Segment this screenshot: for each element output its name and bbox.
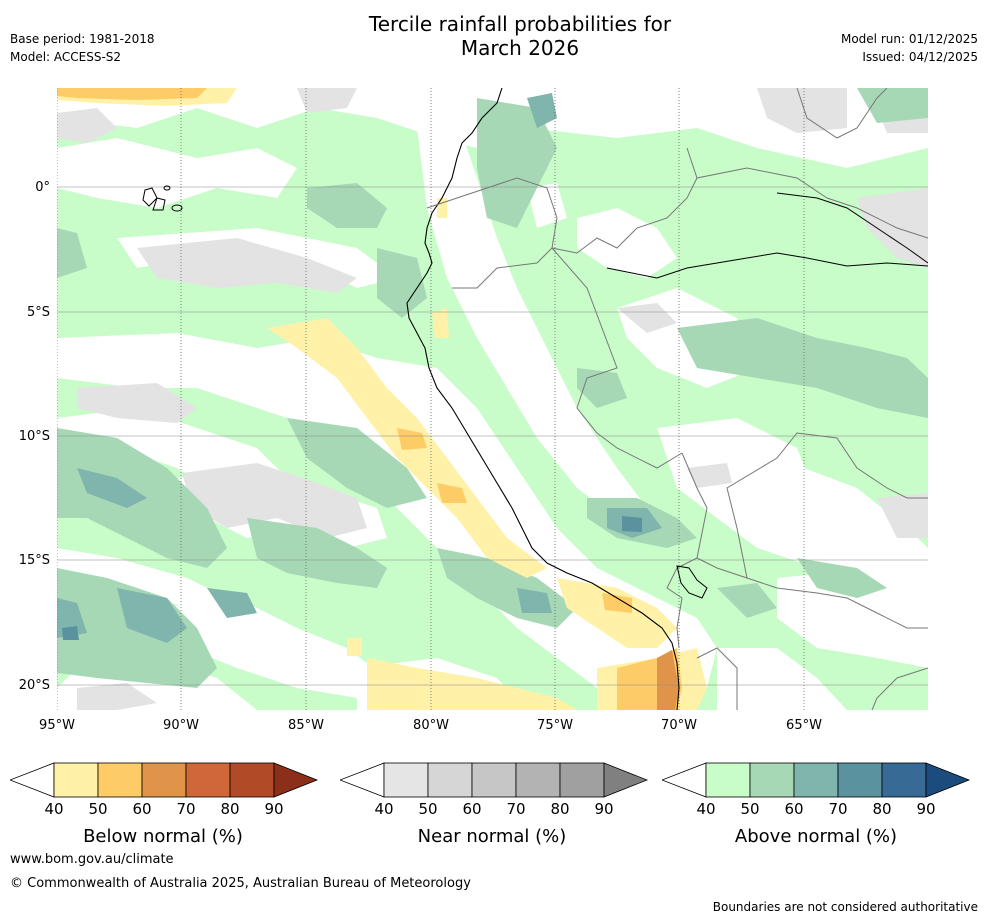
lake-titicaca	[676, 565, 708, 599]
colorbar-below-normal	[10, 762, 319, 798]
model-run: Model run: 01/12/2025	[840, 32, 978, 46]
tick-label: 90	[264, 800, 284, 818]
lon-label-70w: 70°W	[661, 718, 697, 733]
colorbar-below-normal-segment-3	[141, 762, 187, 798]
colorbar-below-normal-low-arrow	[10, 762, 55, 798]
lat-label-10s: 10°S	[18, 429, 50, 444]
above-normal-50-60-regions	[57, 88, 928, 688]
colorbar-above-normal-segment-4	[837, 762, 883, 798]
lat-label-20s: 20°S	[18, 678, 50, 693]
colorbar-near-normal-low-arrow	[340, 762, 385, 798]
model-name: Model: ACCESS-S2	[10, 50, 122, 64]
lat-label-5s: 5°S	[26, 305, 50, 320]
lon-label-80w: 80°W	[413, 718, 449, 733]
lat-label-15s: 15°S	[18, 553, 50, 568]
rio-negro-river	[776, 192, 928, 264]
coastline	[406, 88, 680, 710]
colorbar-near-normal	[340, 762, 649, 798]
graticule	[57, 186, 928, 686]
tick-label: 50	[418, 800, 438, 818]
title-line-1: Tercile rainfall probabilities for	[368, 12, 672, 36]
tick-label: 70	[828, 800, 848, 818]
colorbar-above-normal-high-arrow	[925, 762, 971, 798]
tick-label: 90	[916, 800, 936, 818]
tick-label: 40	[374, 800, 394, 818]
tick-label: 70	[176, 800, 196, 818]
tick-label: 40	[696, 800, 716, 818]
disclaimer-text: Boundaries are not considered authoritat…	[712, 900, 978, 914]
website-link[interactable]: www.bom.gov.au/climate	[10, 852, 174, 867]
tick-label: 80	[872, 800, 892, 818]
copyright-text: © Commonwealth of Australia 2025, Austra…	[10, 876, 471, 891]
tick-label: 60	[132, 800, 152, 818]
tick-label: 80	[550, 800, 570, 818]
colorbar-near-normal-high-arrow	[603, 762, 649, 798]
colorbar-above-normal-title: Above normal (%)	[734, 826, 898, 847]
meta-right: Model run: 01/12/2025 Issued: 04/12/2025	[841, 30, 978, 66]
colorbar-below-normal-title: Below normal (%)	[83, 826, 243, 847]
colorbar-below-normal-segment-5	[229, 762, 275, 798]
tick-label: 90	[594, 800, 614, 818]
title-line-2: March 2026	[460, 36, 580, 60]
colorbar-near-normal-segment-5	[559, 762, 605, 798]
tick-label: 60	[462, 800, 482, 818]
colorbar-above-normal	[662, 762, 971, 798]
tick-label: 50	[740, 800, 760, 818]
lon-label-85w: 85°W	[288, 718, 324, 733]
chart-title: Tercile rainfall probabilities for March…	[0, 12, 988, 60]
lon-label-95w: 95°W	[39, 718, 75, 733]
country-boundaries	[426, 88, 928, 710]
tick-label: 40	[44, 800, 64, 818]
colorbar-above-normal-segment-3	[793, 762, 839, 798]
base-period: Base period: 1981-2018	[10, 32, 155, 46]
colorbar-near-normal-segment-3	[471, 762, 517, 798]
colorbar-below-normal-high-arrow	[273, 762, 319, 798]
lon-label-75w: 75°W	[537, 718, 573, 733]
lat-label-0: 0°	[35, 180, 50, 195]
lon-label-90w: 90°W	[163, 718, 199, 733]
meta-left: Base period: 1981-2018 Model: ACCESS-S2	[10, 30, 155, 66]
colorbar-above-normal-segment-2	[749, 762, 795, 798]
colorbar-near-normal-title: Near normal (%)	[417, 826, 567, 847]
colorbar-above-normal-segment-5	[881, 762, 927, 798]
tick-label: 70	[506, 800, 526, 818]
colorbar-near-normal-segment-1	[383, 762, 429, 798]
colorbar-near-normal-segment-4	[515, 762, 561, 798]
lon-label-65w: 65°W	[786, 718, 822, 733]
colorbar-above-normal-low-arrow	[662, 762, 707, 798]
issued-date: Issued: 04/12/2025	[862, 50, 978, 64]
colorbar-near-normal-segment-2	[427, 762, 473, 798]
below-normal-60-70-regions	[657, 650, 679, 710]
colorbar-above-normal-segment-1	[705, 762, 751, 798]
above-normal-70-80-regions	[62, 516, 642, 640]
amazon-river	[606, 252, 928, 279]
colorbar-below-normal-segment-4	[185, 762, 231, 798]
colorbar-below-normal-segment-2	[97, 762, 143, 798]
tick-label: 80	[220, 800, 240, 818]
galapagos-islands	[142, 185, 183, 212]
colorbar-below-normal-segment-1	[53, 762, 99, 798]
rainfall-map	[57, 88, 928, 710]
tick-label: 60	[784, 800, 804, 818]
tick-label: 50	[88, 800, 108, 818]
